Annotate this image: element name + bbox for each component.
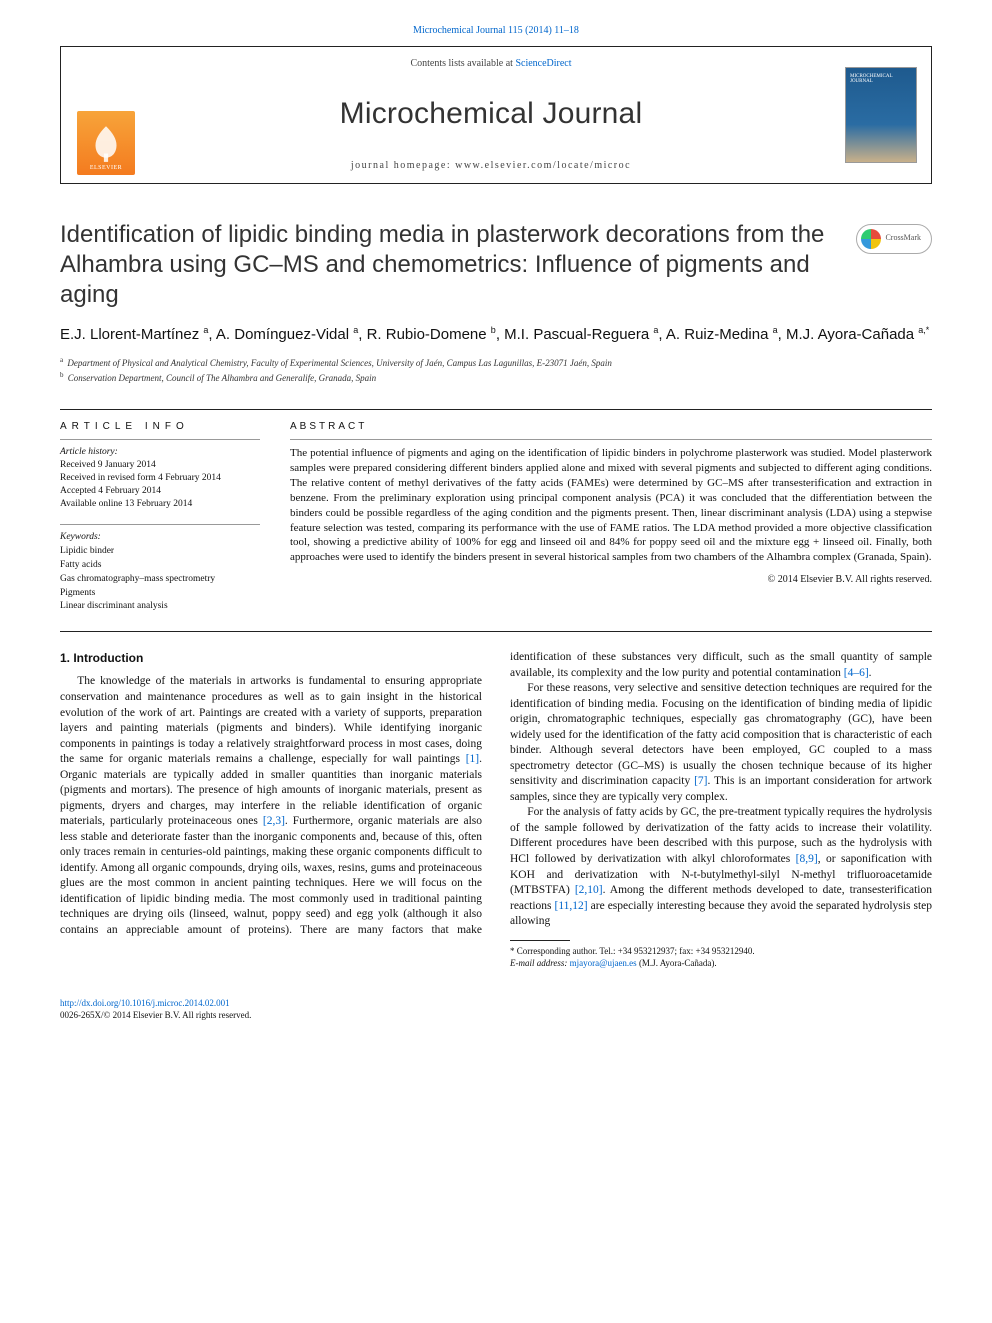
journal-cover-thumbnail: MICROCHEMICAL JOURNAL <box>845 67 917 163</box>
intro-para-3: For the analysis of fatty acids by GC, t… <box>510 805 932 929</box>
thin-rule <box>290 439 932 440</box>
journal-homepage: journal homepage: www.elsevier.com/locat… <box>351 159 631 173</box>
keywords-label: Keywords: <box>60 531 260 544</box>
intro-para-2: For these reasons, very selective and se… <box>510 681 932 805</box>
crossmark-label: CrossMark <box>885 233 921 244</box>
thin-rule <box>60 439 260 440</box>
affiliation-a: a Department of Physical and Analytical … <box>60 355 932 370</box>
ref-link[interactable]: [1] <box>466 753 479 765</box>
author-list: E.J. Llorent-Martínez a, A. Domínguez-Vi… <box>60 324 932 345</box>
doi-link[interactable]: http://dx.doi.org/10.1016/j.microc.2014.… <box>60 998 230 1008</box>
history-revised: Received in revised form 4 February 2014 <box>60 472 260 485</box>
email-person: (M.J. Ayora-Cañada). <box>639 958 717 968</box>
running-citation: Microchemical Journal 115 (2014) 11–18 <box>60 24 932 38</box>
elsevier-logo-text: ELSEVIER <box>90 164 122 172</box>
keyword: Pigments <box>60 587 260 600</box>
abstract-column: abstract The potential influence of pigm… <box>290 420 932 613</box>
history-received: Received 9 January 2014 <box>60 459 260 472</box>
journal-header: ELSEVIER Contents lists available at Sci… <box>60 46 932 184</box>
corresponding-footnote: * Corresponding author. Tel.: +34 953212… <box>510 945 932 969</box>
ref-link[interactable]: [8,9] <box>796 853 818 865</box>
journal-name: Microchemical Journal <box>340 94 643 135</box>
abstract-heading: abstract <box>290 420 932 434</box>
contents-prefix: Contents lists available at <box>410 58 515 69</box>
homepage-url: www.elsevier.com/locate/microc <box>455 160 631 171</box>
history-label: Article history: <box>60 446 260 459</box>
email-label: E-mail address: <box>510 958 567 968</box>
section-heading-intro: 1. Introduction <box>60 650 482 666</box>
ref-link[interactable]: [11,12] <box>555 900 588 912</box>
crossmark-badge[interactable]: CrossMark <box>856 224 932 254</box>
cover-thumb-slot: MICROCHEMICAL JOURNAL <box>831 47 931 183</box>
contents-line: Contents lists available at ScienceDirec… <box>410 57 571 71</box>
article-info-column: article info Article history: Received 9… <box>60 420 260 613</box>
ref-link[interactable]: [7] <box>694 775 707 787</box>
article-info-heading: article info <box>60 420 260 434</box>
publisher-logo-slot: ELSEVIER <box>61 47 151 183</box>
ref-link[interactable]: [2,10] <box>575 884 603 896</box>
footnote-email-line: E-mail address: mjayora@ujaen.es (M.J. A… <box>510 957 932 969</box>
meta-row: article info Article history: Received 9… <box>60 420 932 613</box>
abstract-text: The potential influence of pigments and … <box>290 446 932 565</box>
elsevier-tree-icon <box>85 122 127 164</box>
crossmark-icon <box>861 229 881 249</box>
divider-rule <box>60 631 932 632</box>
footnote-rule <box>510 940 570 941</box>
history-accepted: Accepted 4 February 2014 <box>60 485 260 498</box>
keywords-block: Keywords: Lipidic binder Fatty acids Gas… <box>60 531 260 613</box>
body-columns: 1. Introduction The knowledge of the mat… <box>60 650 932 969</box>
cover-title-text: MICROCHEMICAL JOURNAL <box>850 74 916 85</box>
keyword: Fatty acids <box>60 559 260 572</box>
history-online: Available online 13 February 2014 <box>60 498 260 511</box>
sciencedirect-link[interactable]: ScienceDirect <box>515 58 571 69</box>
page-footer: http://dx.doi.org/10.1016/j.microc.2014.… <box>60 997 932 1021</box>
footnote-tel: * Corresponding author. Tel.: +34 953212… <box>510 945 932 957</box>
ref-link[interactable]: [2,3] <box>263 815 285 827</box>
issn-copyright: 0026-265X/© 2014 Elsevier B.V. All right… <box>60 1009 932 1021</box>
citation-link[interactable]: Microchemical Journal 115 (2014) 11–18 <box>413 25 579 36</box>
header-center: Contents lists available at ScienceDirec… <box>151 47 831 183</box>
keyword: Lipidic binder <box>60 545 260 558</box>
divider-rule <box>60 409 932 410</box>
thin-rule <box>60 524 260 525</box>
article-title: Identification of lipidic binding media … <box>60 220 840 310</box>
affiliations: a Department of Physical and Analytical … <box>60 355 932 385</box>
article-history: Article history: Received 9 January 2014… <box>60 446 260 510</box>
corresponding-email[interactable]: mjayora@ujaen.es <box>570 958 637 968</box>
homepage-prefix: journal homepage: <box>351 160 455 171</box>
article-head: CrossMark Identification of lipidic bind… <box>60 220 932 385</box>
affiliation-b: b Conservation Department, Council of Th… <box>60 370 932 385</box>
abstract-copyright: © 2014 Elsevier B.V. All rights reserved… <box>290 573 932 587</box>
keyword: Gas chromatography–mass spectrometry <box>60 573 260 586</box>
keyword: Linear discriminant analysis <box>60 600 260 613</box>
ref-link[interactable]: [4–6] <box>844 667 869 679</box>
elsevier-logo: ELSEVIER <box>77 111 135 175</box>
